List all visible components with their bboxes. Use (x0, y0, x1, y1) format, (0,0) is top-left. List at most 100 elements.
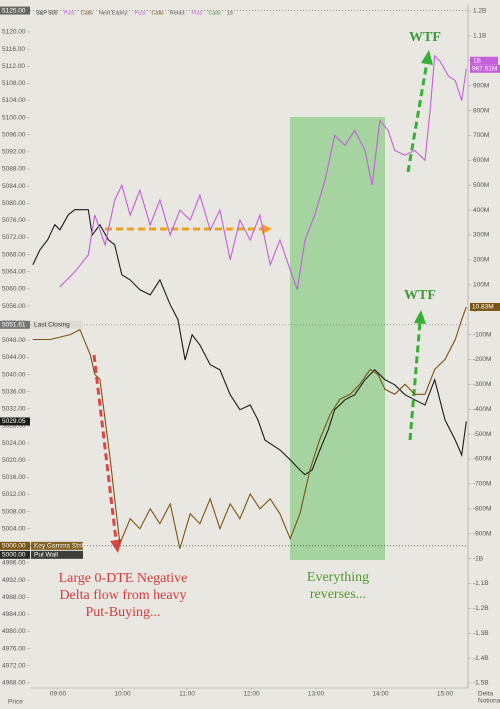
y2-tick-label: 500M (473, 182, 489, 189)
annotation: Everything (307, 570, 369, 585)
y-tick-label: 5120.00 (2, 29, 26, 36)
y-tick-label: 5080.00 (2, 200, 26, 207)
y-tick-label: 4980.00 (2, 628, 26, 635)
y-tick-label: 5056.00 (2, 303, 26, 310)
y-tick-label: 5028.00 (2, 423, 26, 430)
reference-name-box (31, 320, 83, 329)
y2-tick-label: 400M (473, 207, 489, 214)
y2-tick-label: 600M (473, 157, 489, 164)
y2-reference-label: 1B (473, 57, 481, 64)
y-tick-label: 5060.00 (2, 286, 26, 293)
x-tick-label: 11:00 (179, 691, 195, 698)
y2-tick-label: 800M (473, 107, 489, 114)
y-tick-label: 5036.00 (2, 388, 26, 395)
legend-item: Puts (191, 10, 202, 16)
reference-name: Key Gamma Strike (34, 543, 89, 550)
y2-tick-label: -1.3B (473, 630, 489, 637)
y-tick-label: 4972.00 (2, 662, 26, 669)
y2-tick-label: -1.1B (473, 580, 489, 587)
y-tick-label: 5112.00 (2, 63, 25, 70)
y-tick-label: 4992.00 (2, 577, 26, 584)
y-tick-label: 5092.00 (2, 149, 26, 156)
y-tick-label: 5084.00 (2, 183, 26, 190)
y2-tick-label: -300M (473, 381, 491, 388)
y-tick-label: 4984.00 (2, 611, 26, 618)
y2-tick-label: -700M (473, 481, 491, 488)
legend-item: Next Expiry: (99, 10, 129, 16)
y2-tick-label: 300M (473, 232, 489, 239)
legend-item: S&P 500 (36, 10, 58, 16)
y2-axis-title: Delta (478, 691, 494, 698)
legend-item: Puts (64, 10, 75, 16)
arrow-head (262, 224, 272, 234)
x-tick-label: 12:00 (243, 691, 260, 698)
y2-tick-label: -500M (473, 431, 491, 438)
y-tick-label: 5068.00 (2, 251, 26, 258)
reference-value-label: 5000.00 (2, 552, 26, 559)
y2-tick-label: -900M (473, 530, 491, 537)
y2-reference-box (470, 56, 498, 65)
y-tick-label: 4988.00 (2, 594, 26, 601)
annotation: Put-Buying... (85, 605, 160, 620)
y2-tick-label: -100M (473, 331, 491, 338)
last-value-box (470, 64, 500, 73)
y2-tick-label: -1B (473, 555, 483, 562)
annotation: reverses... (310, 587, 366, 602)
y-tick-label: 4976.00 (2, 645, 26, 652)
y-tick-label: 5116.00 (2, 46, 25, 53)
y-tick-label: 5040.00 (2, 371, 26, 378)
annotation: WTF (409, 30, 441, 45)
y-tick-label: 5096.00 (2, 131, 26, 138)
y2-axis-title: Notional (478, 698, 500, 705)
y-tick-label: 5108.00 (2, 80, 26, 87)
y2-tick-label: 1.2B (473, 8, 486, 15)
y-tick-label: 5004.00 (2, 525, 26, 532)
arrow (408, 321, 422, 441)
reference-label-box (0, 320, 30, 329)
legend-item: Puts (135, 10, 146, 16)
y-tick-label: 5104.00 (2, 97, 26, 104)
y2-tick-label: -200M (473, 356, 491, 363)
y-tick-label: 5044.00 (2, 354, 26, 361)
x-tick-label: 15:00 (437, 691, 454, 698)
y2-tick-label: 1.1B (473, 33, 486, 40)
y-tick-label: 5072.00 (2, 234, 26, 241)
x-tick-label: 10:00 (114, 691, 131, 698)
y-tick-label: 5064.00 (2, 268, 26, 275)
series-line (32, 209, 467, 476)
y-tick-label: 5012.00 (2, 491, 26, 498)
y2-tick-label: -1.4B (473, 655, 489, 662)
y2-tick-label: -800M (473, 506, 491, 513)
y-tick-label: 5076.00 (2, 217, 26, 224)
series-line (32, 306, 467, 549)
y2-tick-label: 700M (473, 132, 489, 139)
reference-value-label: 5051.61 (2, 322, 26, 329)
annotation: Delta flow from heavy (59, 588, 186, 603)
last-value-label: 5029.05 (2, 418, 26, 425)
reference-value-label: 5125.00 (2, 7, 26, 14)
reference-name: Last Closing (34, 322, 70, 329)
arrow-head (110, 539, 122, 553)
legend-item: Retail: (170, 10, 186, 16)
y-tick-label: 5008.00 (2, 508, 26, 515)
legend-item: Calls (152, 10, 164, 16)
y-axis-title: Price (8, 699, 23, 706)
y2-tick-label: 200M (473, 257, 489, 264)
legend-item: Calls (81, 10, 93, 16)
reference-name-box (31, 550, 83, 559)
y2-tick-label: -400M (473, 406, 491, 413)
reference-value-label: 5000.00 (2, 543, 26, 550)
y-tick-label: 4968.00 (2, 680, 26, 687)
arrow (92, 354, 118, 541)
y2-tick-label: 100M (473, 281, 489, 288)
y-tick-label: 5020.00 (2, 457, 26, 464)
y-tick-label: 5088.00 (2, 166, 26, 173)
series-line (59, 54, 467, 290)
reference-label-box (0, 541, 30, 550)
y-tick-label: 5048.00 (2, 337, 26, 344)
arrow-head (421, 50, 433, 65)
y2-tick-label: -1.5B (473, 680, 489, 687)
legend-item: 1d (227, 10, 233, 16)
y-tick-label: 5032.00 (2, 406, 26, 413)
last-value-label: 10.83M (472, 304, 494, 311)
